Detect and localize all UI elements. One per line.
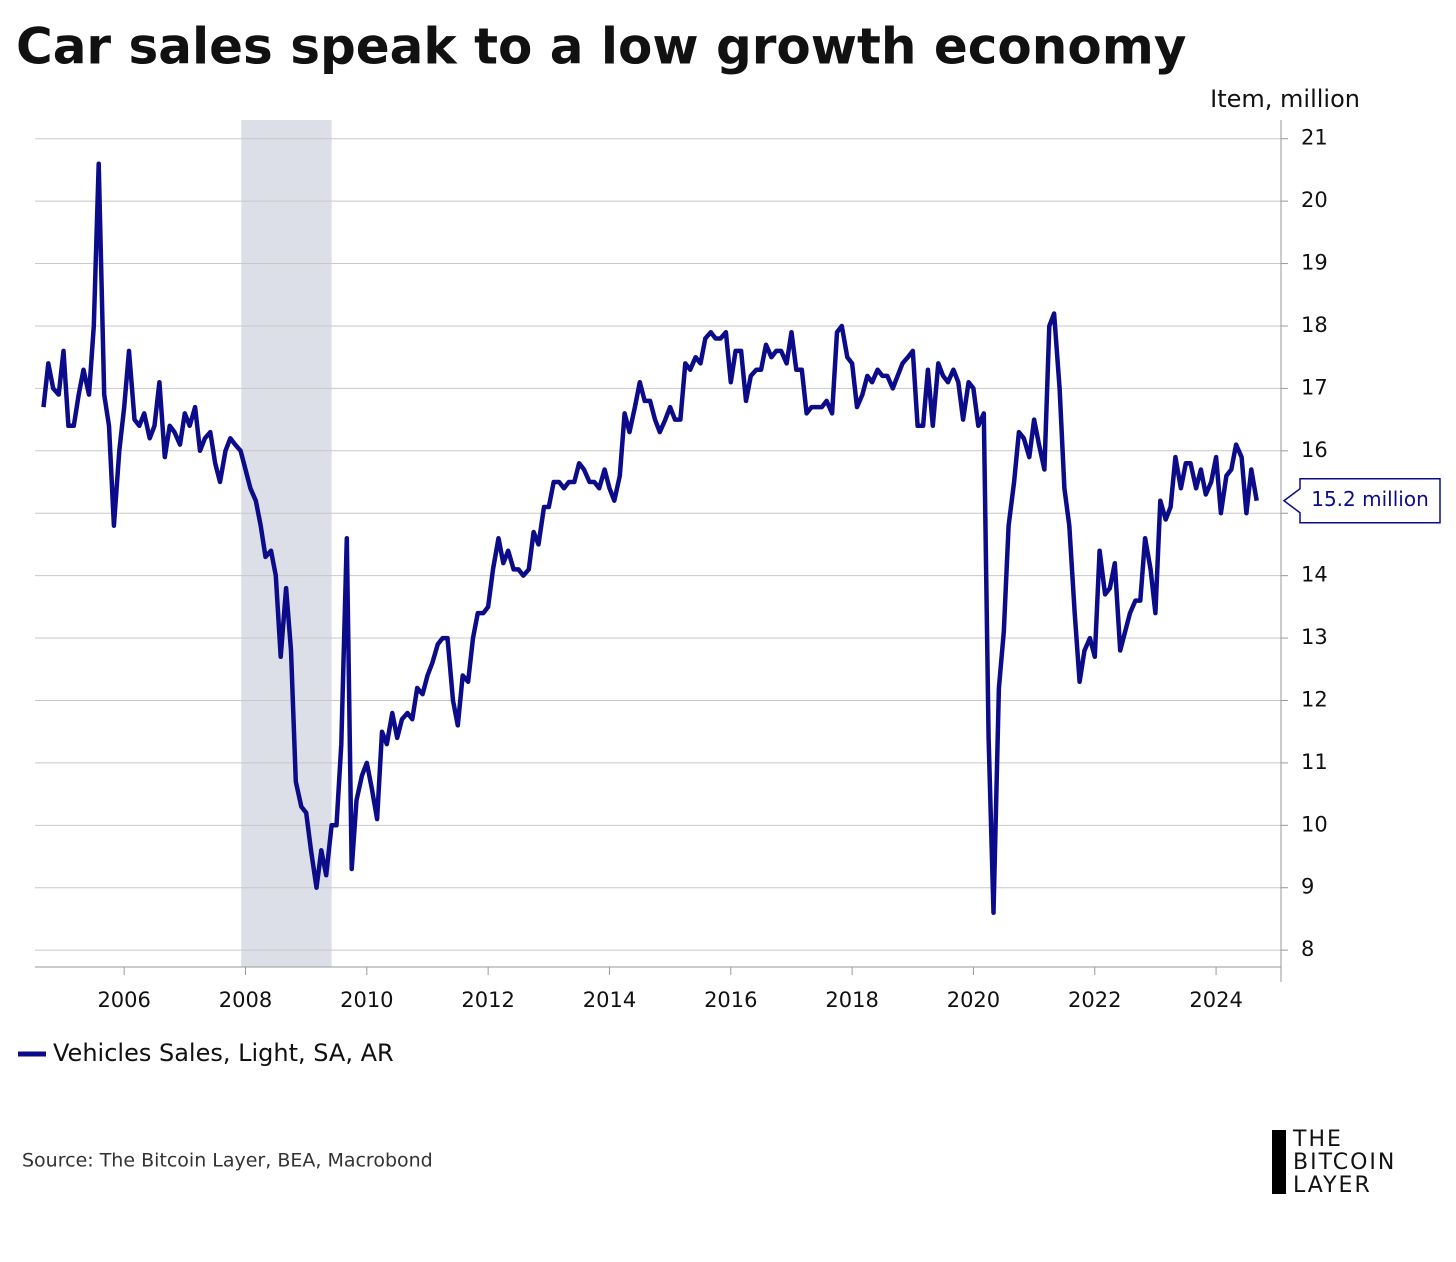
y-tick-label: 19 bbox=[1301, 251, 1328, 275]
y-tick-label: 12 bbox=[1301, 687, 1328, 711]
y-tick-label: 10 bbox=[1301, 812, 1328, 836]
x-tick-label: 2008 bbox=[219, 988, 272, 1012]
callout-label: 15.2 million bbox=[1311, 487, 1429, 511]
y-tick-label: 21 bbox=[1301, 126, 1328, 150]
logo-text: LAYER bbox=[1293, 1173, 1372, 1198]
y-tick-label: 8 bbox=[1301, 937, 1314, 961]
recession-shade bbox=[241, 120, 332, 967]
y-tick-label: 11 bbox=[1301, 750, 1328, 774]
x-tick-label: 2010 bbox=[340, 988, 393, 1012]
y-tick-label: 20 bbox=[1301, 188, 1328, 212]
y-tick-label: 9 bbox=[1301, 875, 1314, 899]
legend-label: Vehicles Sales, Light, SA, AR bbox=[53, 1039, 394, 1067]
y-tick-label: 13 bbox=[1301, 625, 1328, 649]
x-tick-label: 2016 bbox=[704, 988, 757, 1012]
x-tick-label: 2006 bbox=[97, 988, 150, 1012]
x-tick-label: 2020 bbox=[947, 988, 1000, 1012]
logo-bar bbox=[1272, 1130, 1286, 1194]
y-tick-label: 18 bbox=[1301, 313, 1328, 337]
chart-title: Car sales speak to a low growth economy bbox=[16, 18, 1186, 76]
y-axis-label: Item, million bbox=[1210, 85, 1360, 113]
source: Source: The Bitcoin Layer, BEA, Macrobon… bbox=[22, 1150, 433, 1172]
x-tick-label: 2022 bbox=[1068, 988, 1121, 1012]
y-tick-label: 17 bbox=[1301, 375, 1328, 399]
callout-box bbox=[1282, 477, 1441, 524]
x-tick-label: 2012 bbox=[461, 988, 514, 1012]
logo-text: BITCOIN bbox=[1293, 1150, 1396, 1175]
x-tick-label: 2018 bbox=[825, 988, 878, 1012]
series-line bbox=[41, 161, 1259, 915]
x-tick-label: 2024 bbox=[1189, 988, 1242, 1012]
logo-text: THE bbox=[1292, 1127, 1343, 1152]
y-tick-label: 16 bbox=[1301, 438, 1328, 462]
y-tick-label: 14 bbox=[1301, 563, 1328, 587]
x-tick-label: 2014 bbox=[583, 988, 636, 1012]
